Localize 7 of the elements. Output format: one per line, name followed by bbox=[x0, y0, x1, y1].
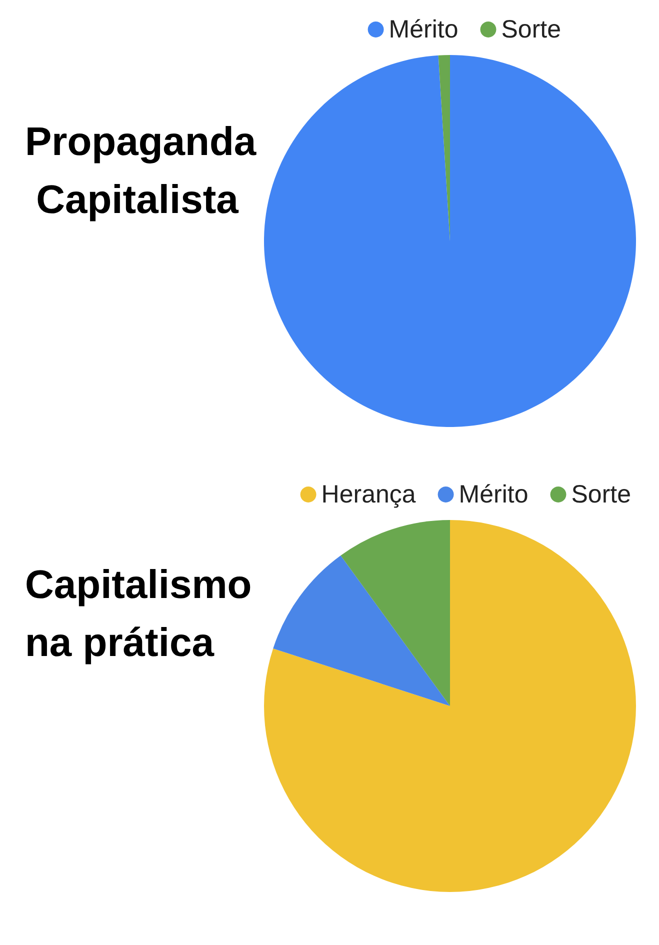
text: Propaganda Capitalista bbox=[25, 120, 257, 222]
legend-label: Mérito bbox=[388, 16, 458, 44]
legend-label: Sorte bbox=[501, 16, 562, 44]
legend-label: Sorte bbox=[571, 480, 632, 508]
text: Capitalismo na prática bbox=[25, 563, 263, 665]
legend-label: Mérito bbox=[458, 480, 528, 508]
legend-label: Herança bbox=[321, 480, 416, 508]
